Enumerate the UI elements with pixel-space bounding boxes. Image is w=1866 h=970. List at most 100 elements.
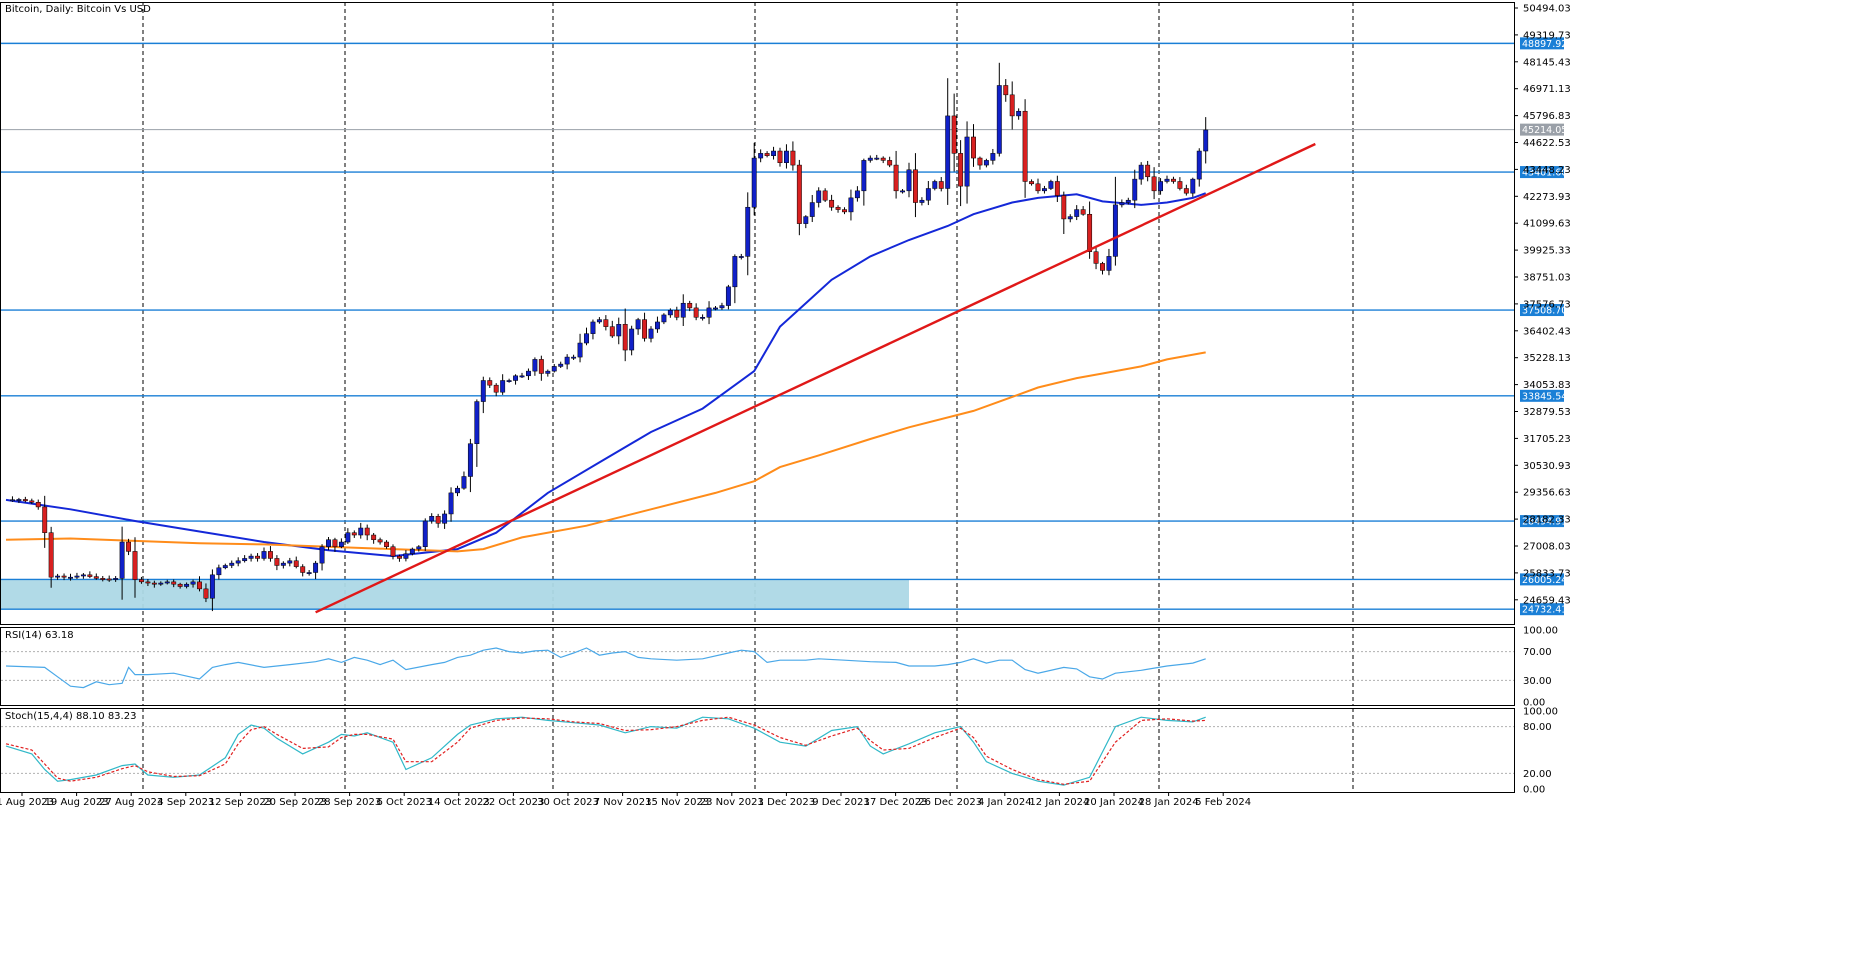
candle-body	[706, 307, 712, 318]
candle-body	[661, 314, 667, 323]
candle-body	[1164, 178, 1170, 182]
candle-body	[132, 551, 138, 580]
candle-body	[145, 581, 151, 584]
candle-body	[61, 575, 67, 578]
candle-body	[364, 527, 370, 536]
candle-body	[68, 576, 73, 579]
support-zone	[1, 579, 909, 610]
candle-body	[1074, 209, 1080, 217]
y-tick-label-17: 30530.93	[1523, 461, 1571, 472]
price-label-bg-4	[1520, 515, 1564, 528]
candle-body	[429, 516, 435, 522]
panel-frame-2	[0, 708, 1515, 793]
x-tick-label-16: 17 Dec 2023	[864, 797, 928, 808]
candle-body	[280, 562, 286, 566]
y-tick-label-14: 34053.83	[1523, 380, 1571, 391]
candle-body	[938, 181, 944, 189]
candle-body	[1054, 181, 1060, 196]
rsi-y-label-1: 70.00	[1523, 647, 1552, 658]
candle-body	[345, 532, 351, 543]
panel-frame-1	[0, 627, 1515, 706]
x-tick-label-0: 11 Aug 2023	[0, 797, 54, 808]
candle-body	[758, 153, 764, 159]
candle-body	[861, 160, 867, 192]
y-tick-label-4: 45796.83	[1523, 111, 1571, 122]
candle-body	[725, 286, 731, 306]
stoch-y-label-3: 0.00	[1523, 785, 1545, 796]
candle-body	[22, 499, 28, 502]
y-tick-label-20: 27008.03	[1523, 542, 1571, 553]
x-tick-label-1: 19 Aug 2023	[45, 797, 109, 808]
trendline	[315, 142, 1316, 614]
y-tick-label-2: 48145.43	[1523, 57, 1571, 68]
y-tick-label-10: 38751.03	[1523, 273, 1571, 284]
moving-averages	[5, 192, 1207, 558]
y-tick-label-7: 42273.93	[1523, 192, 1571, 203]
candle-body	[1106, 256, 1112, 271]
candle-body	[300, 566, 306, 573]
candle-body	[403, 553, 409, 559]
candle-body	[377, 539, 383, 543]
candle-body	[371, 534, 377, 540]
candle-body	[261, 551, 267, 559]
price-label-0: 48897.92	[1522, 39, 1567, 50]
candle-body	[893, 164, 899, 192]
candle-body	[455, 487, 460, 494]
rsi-y-label-2: 30.00	[1523, 676, 1552, 687]
candle-body	[829, 199, 835, 208]
candle-body	[1029, 181, 1034, 185]
candle-body	[1061, 195, 1067, 220]
candle-body	[1203, 129, 1209, 152]
y-tick-label-13: 35228.13	[1523, 353, 1571, 364]
panel-frames	[0, 2, 1515, 793]
candle-body	[751, 157, 757, 208]
candle-body	[667, 309, 673, 316]
candle-body	[977, 157, 983, 166]
candle-body	[358, 527, 364, 536]
candle-body	[964, 136, 970, 187]
candle-body	[1171, 178, 1176, 182]
price-label-5: 26005.24	[1522, 575, 1567, 586]
candle-body	[1016, 110, 1022, 117]
candle-body	[1093, 251, 1099, 264]
candle-body	[397, 555, 402, 559]
candle-body	[74, 575, 80, 578]
rsi-panel: RSI(14) 63.18 100.00 70.00 30.00 0.00	[1, 626, 1558, 709]
candle-body	[164, 581, 170, 584]
candle-body	[558, 363, 564, 367]
x-tick-label-9: 22 Oct 2023	[482, 797, 544, 808]
price-label-bg-0	[1520, 37, 1564, 50]
candle-body	[306, 572, 312, 574]
candle-body	[1177, 181, 1183, 189]
candle-body	[1119, 202, 1125, 206]
x-tick-label-22: 5 Feb 2024	[1195, 797, 1251, 808]
candle-body	[1145, 164, 1151, 178]
candle-body	[1125, 199, 1131, 203]
candle-body	[1112, 204, 1118, 257]
ma-line-0	[5, 192, 1207, 558]
candle-body	[848, 197, 854, 213]
candle-body	[932, 181, 938, 189]
candle-body	[719, 305, 725, 309]
candle-body	[816, 190, 822, 203]
y-tick-label-18: 29356.63	[1523, 488, 1571, 499]
candle-body	[190, 581, 196, 585]
candle-body	[42, 506, 48, 533]
candle-body	[1190, 178, 1196, 194]
candle-body	[635, 319, 641, 330]
candle-body	[493, 384, 499, 393]
x-tick-label-13: 23 Nov 2023	[700, 797, 764, 808]
price-label-6: 24732.41	[1522, 605, 1567, 616]
price-label-bg-2	[1520, 304, 1564, 317]
support-zone-rect	[1, 579, 909, 610]
candle-body	[1042, 188, 1047, 192]
candle-body	[906, 169, 912, 192]
candle-body	[319, 546, 325, 564]
candle-body	[422, 520, 428, 547]
y-tick-label-15: 32879.53	[1523, 407, 1571, 418]
candle-body	[332, 539, 338, 547]
x-tick-label-10: 30 Oct 2023	[537, 797, 599, 808]
candle-body	[287, 560, 293, 564]
candle-body	[106, 578, 112, 581]
candle-body	[880, 157, 886, 161]
